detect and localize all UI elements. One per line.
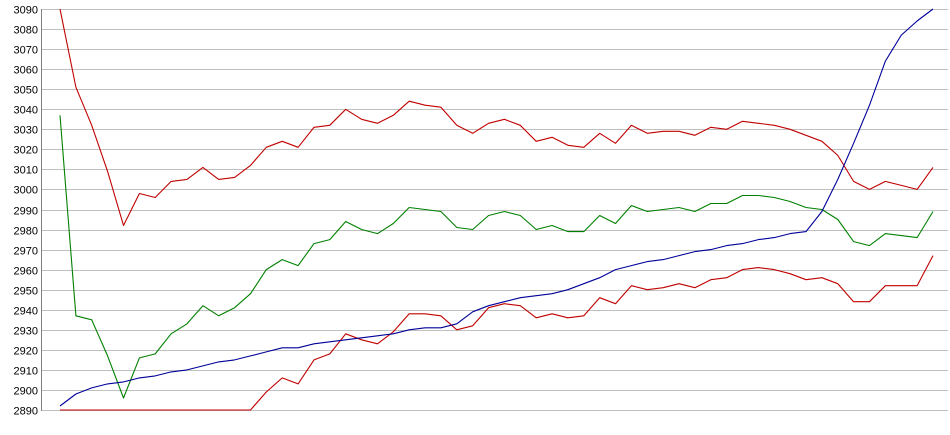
y-tick-label: 3090 bbox=[14, 5, 38, 17]
y-tick-labels: 2890 2900 2910 2920 2930 2940 2950 2960 2970 2980… bbox=[14, 5, 38, 418]
y-tick-label: 3010 bbox=[14, 165, 38, 177]
y-tick-label: 2890 bbox=[14, 406, 38, 418]
y-tick-label: 2990 bbox=[14, 206, 38, 218]
y-tick-label: 3020 bbox=[14, 145, 38, 157]
y-tick-label: 2980 bbox=[14, 226, 38, 238]
y-tick-label: 3070 bbox=[14, 45, 38, 57]
y-tick-label: 2950 bbox=[14, 286, 38, 298]
gridlines bbox=[41, 9, 948, 411]
y-tick-label: 2970 bbox=[14, 246, 38, 258]
y-tick-label: 3030 bbox=[14, 125, 38, 137]
y-tick-label: 3000 bbox=[14, 185, 38, 197]
y-tick-label: 2940 bbox=[14, 306, 38, 318]
series-line-3 bbox=[60, 255, 934, 411]
series-line-1 bbox=[59, 8, 934, 227]
y-tick-label: 3040 bbox=[14, 105, 38, 117]
y-tick-label: 2910 bbox=[14, 366, 38, 378]
series-lines bbox=[59, 8, 934, 411]
y-tick-label: 3060 bbox=[14, 65, 38, 77]
y-tick-label: 3050 bbox=[14, 85, 38, 97]
series-line-4 bbox=[59, 8, 934, 407]
y-tick-label: 2920 bbox=[14, 346, 38, 358]
y-tick-label: 3080 bbox=[14, 25, 38, 37]
y-tick-label: 2900 bbox=[14, 386, 38, 398]
series-line-2 bbox=[59, 115, 934, 399]
y-tick-label: 2960 bbox=[14, 266, 38, 278]
y-tick-label: 2930 bbox=[14, 326, 38, 338]
